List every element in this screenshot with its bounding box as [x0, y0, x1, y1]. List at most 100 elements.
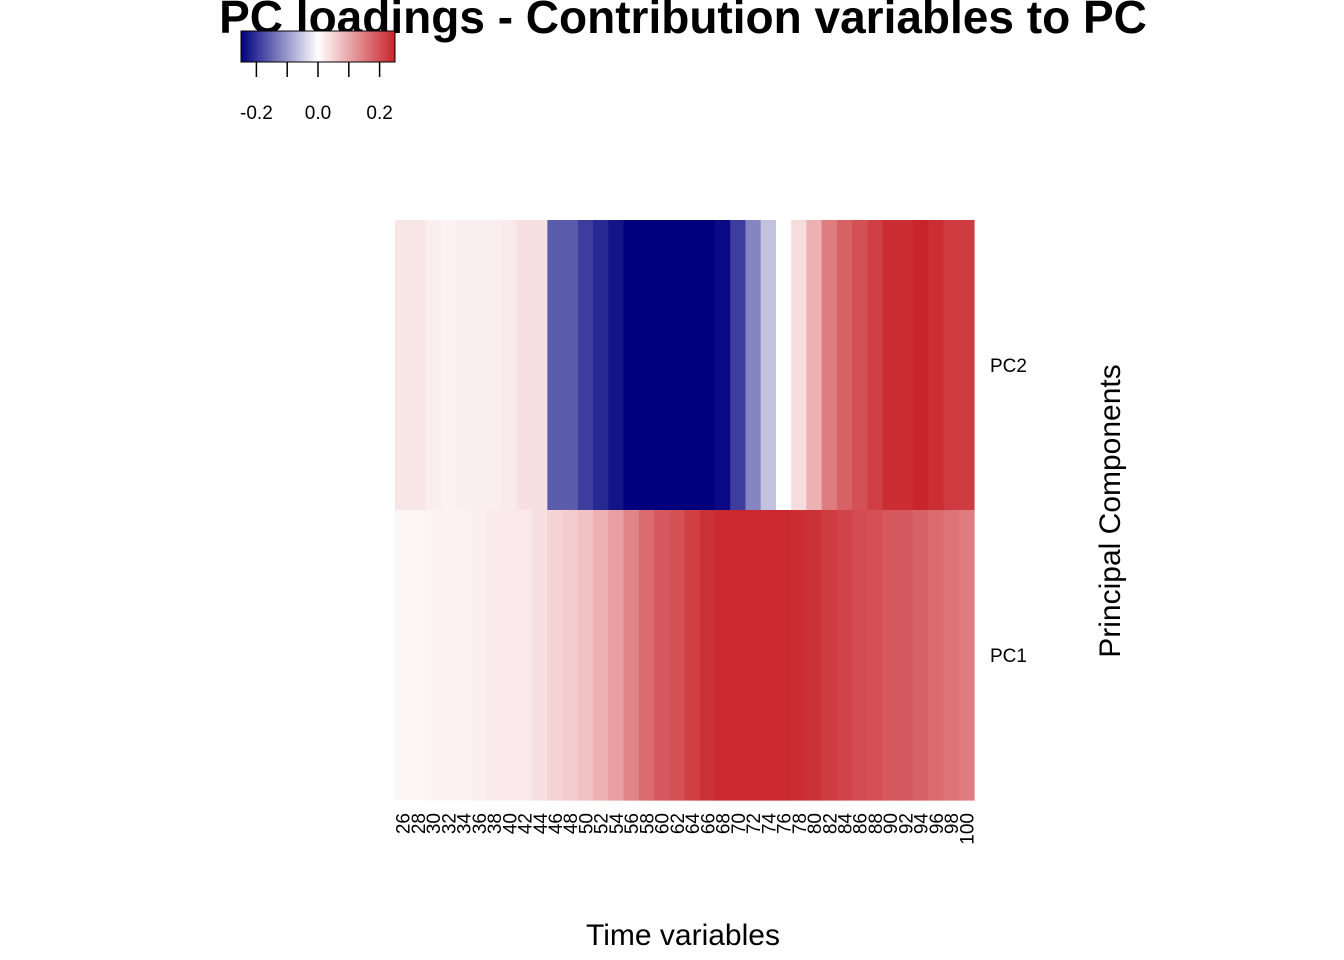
- heatmap-cell-pc1-26: [395, 510, 411, 801]
- heatmap-cell-pc2-92: [897, 220, 914, 511]
- heatmap-cell-pc2-56: [623, 220, 640, 511]
- column-label-82: 82: [820, 813, 841, 834]
- column-label-42: 42: [516, 813, 537, 834]
- heatmap-cell-pc2-28: [410, 220, 427, 511]
- column-label-76: 76: [775, 813, 796, 834]
- heatmap-cell-pc1-60: [654, 510, 670, 801]
- legend-tick-label: -0.2: [240, 103, 273, 124]
- color-legend: -0.2 0.0 0.2: [240, 30, 396, 124]
- heatmap-cell-pc1-32: [440, 510, 457, 801]
- column-label-34: 34: [455, 813, 476, 835]
- column-label-86: 86: [851, 813, 872, 834]
- legend-tick-label: 0.0: [305, 103, 331, 124]
- column-label-28: 28: [409, 813, 430, 834]
- heatmap-cell-pc1-86: [852, 510, 868, 801]
- heatmap-cell-pc1-78: [791, 510, 807, 801]
- heatmap-cell-pc1-38: [486, 510, 503, 801]
- heatmap-cell-pc1-56: [623, 510, 640, 801]
- column-label-72: 72: [744, 813, 765, 834]
- heatmap-cell-pc1-84: [836, 510, 853, 801]
- heatmap-cell-pc1-40: [501, 510, 518, 801]
- heatmap-cell-pc2-48: [562, 220, 579, 511]
- heatmap-cell-pc1-80: [806, 510, 823, 801]
- legend-colorbar: [240, 30, 396, 63]
- heatmap-cell-pc1-88: [867, 510, 884, 801]
- column-label-36: 36: [470, 813, 491, 834]
- heatmap-cell-pc1-48: [562, 510, 579, 801]
- heatmap-cell-pc2-98: [943, 220, 960, 511]
- heatmap-cell-pc1-62: [669, 510, 686, 801]
- column-labels: 2628303234363840424446485052545658606264…: [394, 813, 979, 845]
- heatmap-cell-pc1-64: [684, 510, 701, 801]
- heatmap-cell-pc1-34: [455, 510, 472, 801]
- heatmap-cell-pc2-90: [882, 220, 899, 511]
- heatmap-cell-pc1-98: [943, 510, 960, 801]
- column-label-56: 56: [622, 813, 643, 834]
- heatmap-cell-pc2-34: [455, 220, 472, 511]
- column-label-80: 80: [805, 813, 826, 834]
- column-label-58: 58: [637, 813, 658, 834]
- heatmap-cell-pc1-100: [958, 510, 975, 801]
- heatmap-cell-pc2-74: [760, 220, 777, 511]
- column-label-74: 74: [759, 813, 780, 835]
- heatmap-cell-pc1-36: [471, 510, 488, 801]
- heatmap-cell-pc2-86: [852, 220, 868, 511]
- heatmap-cell-pc2-88: [867, 220, 884, 511]
- heatmap-cell-pc1-28: [410, 510, 427, 801]
- heatmap-cell-pc2-78: [791, 220, 807, 511]
- column-label-90: 90: [881, 813, 902, 834]
- column-label-54: 54: [607, 813, 628, 835]
- heatmap-cell-pc1-66: [699, 510, 716, 801]
- column-label-64: 64: [683, 813, 704, 835]
- column-label-52: 52: [592, 813, 613, 834]
- legend-tick-label: 0.2: [366, 103, 392, 124]
- heatmap-cell-pc2-54: [608, 220, 625, 511]
- row-labels: PC2 PC1: [990, 356, 1027, 667]
- heatmap-cell-pc1-44: [532, 510, 548, 801]
- heatmap-cell-pc2-40: [501, 220, 518, 511]
- column-label-96: 96: [927, 813, 948, 834]
- column-label-32: 32: [439, 813, 460, 834]
- heatmap-cell-pc1-74: [760, 510, 777, 801]
- column-label-48: 48: [561, 813, 582, 834]
- heatmap-cell-pc2-72: [745, 220, 762, 511]
- column-label-30: 30: [424, 813, 445, 834]
- heatmap-cell-pc1-90: [882, 510, 899, 801]
- column-label-38: 38: [485, 813, 506, 834]
- row-label-pc1: PC1: [990, 646, 1027, 667]
- heatmap-cell-pc2-96: [928, 220, 945, 511]
- heatmap-cells: [395, 220, 975, 801]
- heatmap-cell-pc2-50: [577, 220, 594, 511]
- heatmap-cell-pc1-76: [775, 510, 792, 801]
- heatmap-cell-pc2-26: [395, 220, 411, 511]
- heatmap-cell-pc2-76: [775, 220, 792, 511]
- heatmap-cell-pc1-54: [608, 510, 625, 801]
- heatmap-cell-pc2-68: [714, 220, 731, 511]
- heatmap-cell-pc2-82: [821, 220, 838, 511]
- column-label-100: 100: [957, 813, 978, 845]
- column-label-94: 94: [912, 813, 933, 835]
- heatmap-cell-pc2-60: [654, 220, 670, 511]
- heatmap-cell-pc2-52: [593, 220, 609, 511]
- heatmap-cell-pc2-62: [669, 220, 686, 511]
- column-label-50: 50: [577, 813, 598, 834]
- column-label-70: 70: [729, 813, 750, 834]
- heatmap-cell-pc2-100: [958, 220, 975, 511]
- column-label-84: 84: [836, 813, 857, 835]
- legend-ticks: -0.2 0.0 0.2: [240, 62, 393, 124]
- heatmap-cell-pc1-70: [730, 510, 747, 801]
- heatmap-cell-pc1-82: [821, 510, 838, 801]
- heatmap-cell-pc2-70: [730, 220, 747, 511]
- heatmap-cell-pc1-52: [593, 510, 609, 801]
- column-label-88: 88: [866, 813, 887, 834]
- column-label-68: 68: [714, 813, 735, 834]
- heatmap-cell-pc2-30: [425, 220, 442, 511]
- x-axis-title: Time variables: [586, 919, 780, 952]
- column-label-62: 62: [668, 813, 689, 834]
- column-label-46: 46: [546, 813, 567, 834]
- column-label-40: 40: [500, 813, 521, 834]
- heatmap-cell-pc2-94: [913, 220, 929, 511]
- heatmap-cell-pc1-50: [577, 510, 594, 801]
- heatmap-cell-pc2-84: [836, 220, 853, 511]
- column-label-98: 98: [942, 813, 963, 834]
